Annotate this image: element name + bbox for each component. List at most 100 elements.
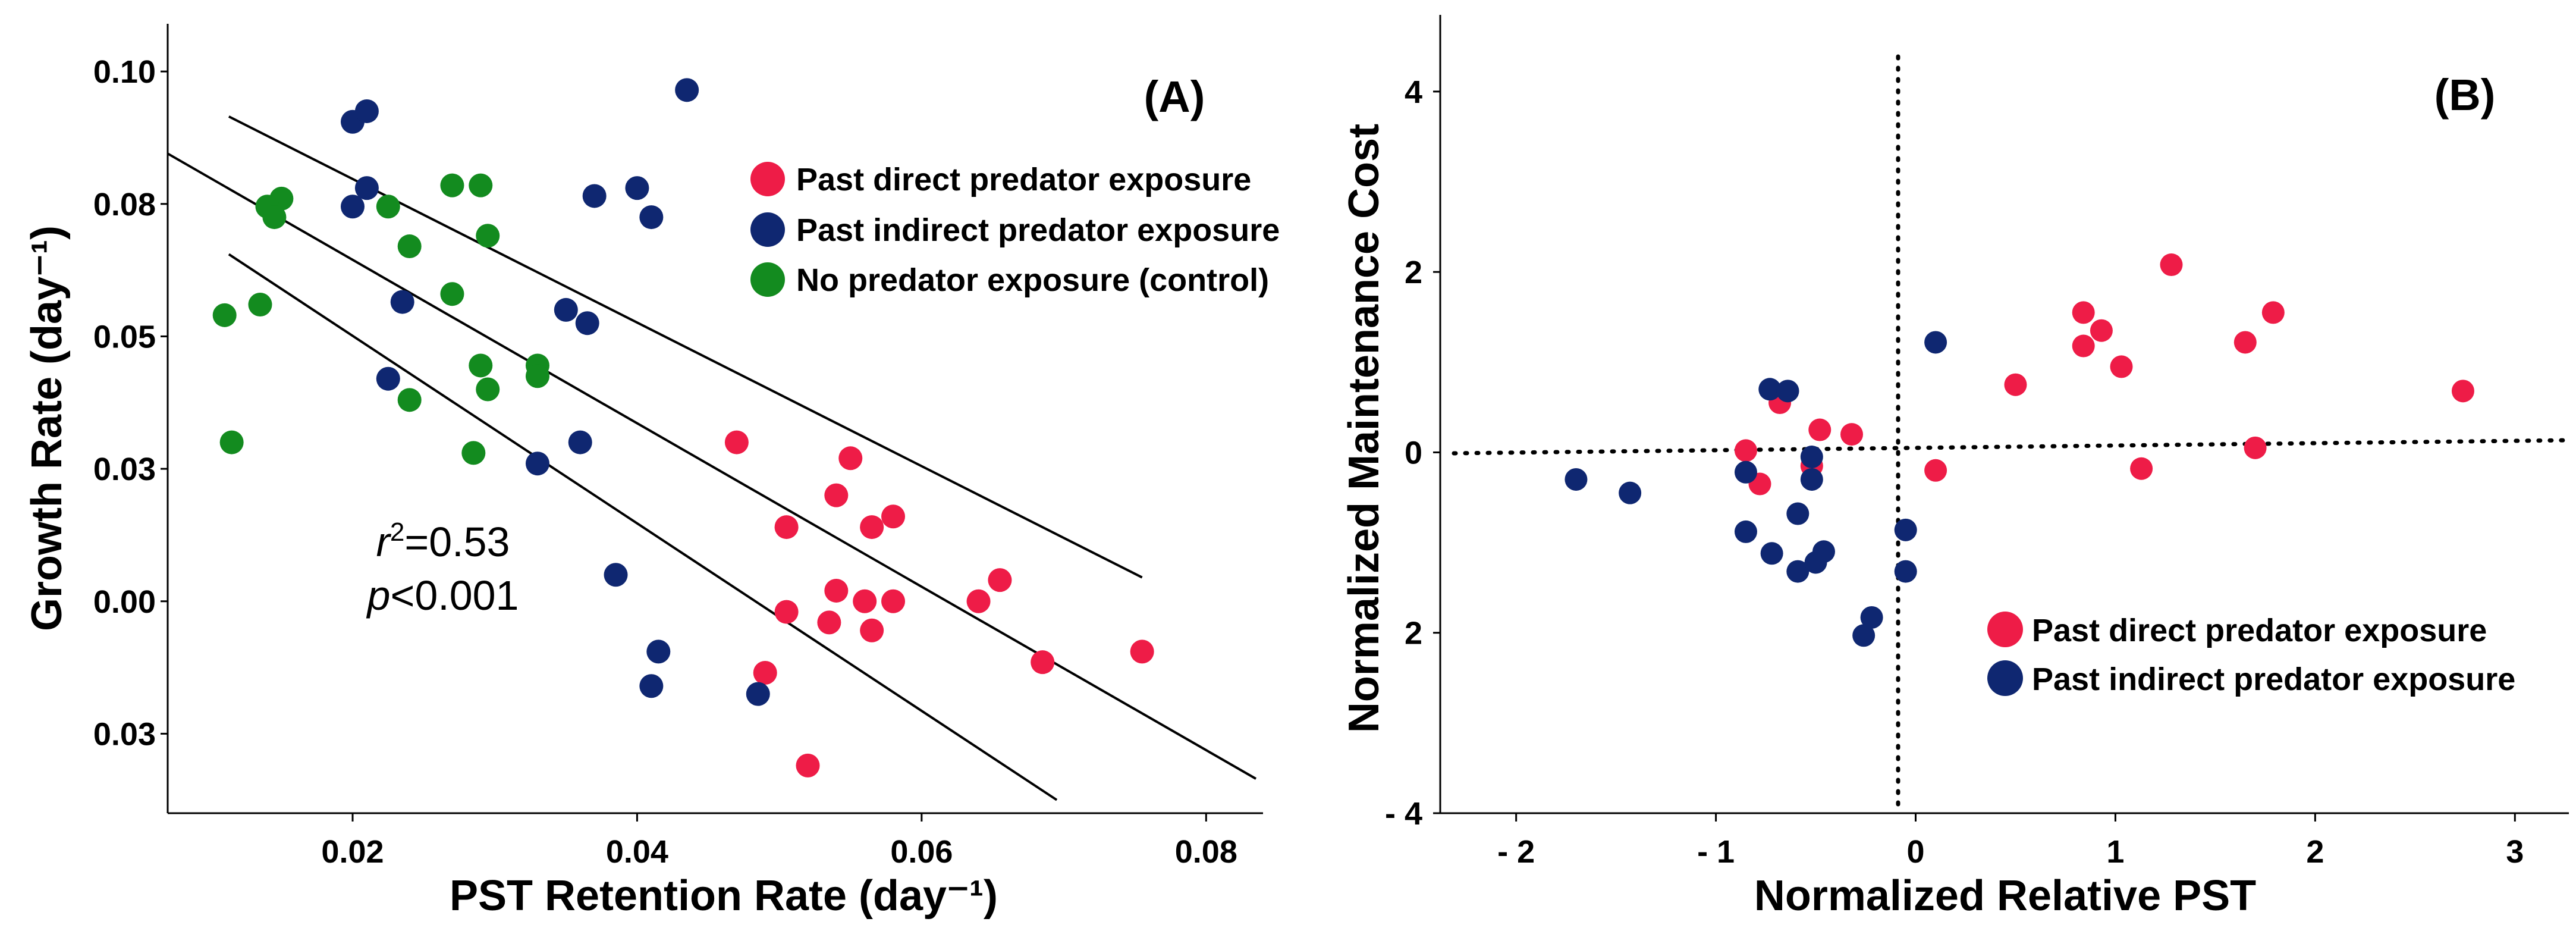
panel-b-point-direct bbox=[2160, 253, 2183, 277]
panel-b-point-indirect bbox=[1812, 540, 1835, 563]
panel-a-point-indirect bbox=[568, 430, 592, 454]
panel-a-legend: Past direct predator exposure Past indir… bbox=[750, 162, 1280, 298]
panel-b-x-tick-label: 2 bbox=[2306, 834, 2324, 870]
panel-a-regression-line bbox=[228, 115, 1143, 579]
panel-a-point-direct bbox=[860, 618, 884, 642]
panel-b-x-tick-label: 1 bbox=[2106, 834, 2124, 870]
panel-b-y-tick-label: 2 bbox=[1405, 255, 1422, 290]
panel-b-point-indirect bbox=[1565, 468, 1588, 491]
r2-value: =0.53 bbox=[404, 519, 510, 565]
panel-a-point-indirect bbox=[390, 290, 414, 314]
panel-a-p-annotation: p<0.001 bbox=[366, 572, 519, 619]
panel-a-x-tick-label: 0.06 bbox=[890, 834, 953, 870]
panel-a-point-direct bbox=[853, 589, 877, 613]
legend-a-direct-marker bbox=[750, 162, 785, 196]
r-superscript: 2 bbox=[390, 518, 404, 547]
legend-b-direct-label: Past direct predator exposure bbox=[2032, 613, 2487, 648]
legend-a-indirect-marker bbox=[750, 212, 785, 247]
panel-a-y-tick-label: 0.03 bbox=[93, 452, 156, 487]
panel-b-point-direct bbox=[1840, 423, 1864, 446]
panel-a-point-direct bbox=[881, 504, 906, 529]
panel-a-point-indirect bbox=[639, 674, 664, 698]
panel-b-point-indirect bbox=[1894, 560, 1917, 583]
panel-b-point-direct bbox=[2244, 436, 2267, 459]
panel-a-point-direct bbox=[1130, 639, 1154, 664]
panel-a-point-direct bbox=[824, 483, 849, 507]
panel-a-y-tick-label: 0.05 bbox=[93, 319, 156, 355]
panel-a-point-control bbox=[461, 441, 486, 465]
panel-b-point-indirect bbox=[1800, 446, 1823, 469]
panel-a-point-direct bbox=[860, 515, 884, 540]
panel-b-point-indirect bbox=[1734, 520, 1757, 543]
panel-a-point-control bbox=[476, 377, 500, 402]
panel-a-point-indirect bbox=[675, 78, 699, 102]
panel-b-legend: Past direct predator exposure Past indir… bbox=[1987, 612, 2515, 697]
panel-b-label: (B) bbox=[2434, 70, 2496, 120]
panel-b-point-direct bbox=[2004, 373, 2027, 396]
r-symbol: r bbox=[376, 519, 392, 565]
panel-a-point-control bbox=[219, 430, 244, 454]
panel-a-point-direct bbox=[817, 610, 841, 635]
panel-a-x-tick-label: 0.08 bbox=[1175, 834, 1237, 870]
panel-a-label: (A) bbox=[1144, 72, 1205, 121]
panel-b-point-direct bbox=[1734, 439, 1757, 462]
legend-b-indirect-label: Past indirect predator exposure bbox=[2032, 661, 2515, 697]
panel-a-point-control bbox=[248, 293, 272, 317]
panel-a-point-direct bbox=[774, 515, 799, 540]
panel-a-point-indirect bbox=[354, 176, 379, 200]
panel-a-x-axis-title: PST Retention Rate (day⁻¹) bbox=[450, 872, 998, 920]
panel-b-y-tick-label: - 4 bbox=[1385, 796, 1422, 832]
panel-b-point-indirect bbox=[1786, 502, 1810, 525]
panel-b-y-tick-label: 0 bbox=[1405, 435, 1422, 471]
panel-b-point-indirect bbox=[1786, 560, 1810, 583]
panel-b-point-direct bbox=[2090, 319, 2113, 342]
panel-b-y-tick-label: 4 bbox=[1405, 74, 1422, 110]
panel-a-point-control bbox=[525, 364, 549, 388]
panel-b-x-tick-label: - 2 bbox=[1497, 834, 1535, 870]
legend-a-indirect-label: Past indirect predator exposure bbox=[796, 212, 1280, 248]
panel-b-x-tick-label: 3 bbox=[2506, 834, 2524, 870]
panel-b-point-indirect bbox=[1924, 331, 1947, 354]
panel-b-point-direct bbox=[2233, 331, 2257, 354]
p-value: <0.001 bbox=[390, 572, 519, 619]
panel-a-point-indirect bbox=[639, 205, 664, 230]
panel-a-point-control bbox=[440, 282, 464, 306]
panel-b-scatter: - 2 - 1 0 1 2 3 - 4 2 0 2 4 (B) Past direct predat… bbox=[1340, 15, 2571, 920]
panel-b-point-indirect bbox=[1758, 378, 1782, 401]
panel-a-point-indirect bbox=[575, 311, 599, 336]
panel-b-point-direct bbox=[2261, 301, 2285, 324]
panel-a-scatter: 0.02 0.04 0.06 0.08 0.03 0.00 0.03 0.05 0.08 0.10… bbox=[23, 24, 1280, 920]
panel-b-point-indirect bbox=[1852, 624, 1876, 647]
panel-b-point-indirect bbox=[1776, 380, 1799, 403]
panel-a-point-control bbox=[397, 234, 422, 259]
panel-a-y-tick-label: 0.08 bbox=[93, 187, 156, 222]
panel-b-y-axis-title: Normalized Maintenance Cost bbox=[1340, 124, 1388, 733]
panel-a-y-axis-title: Growth Rate (day⁻¹) bbox=[23, 225, 71, 631]
panel-a-point-direct bbox=[881, 589, 906, 613]
panel-a-point-direct bbox=[774, 600, 799, 624]
legend-b-direct-marker bbox=[1987, 612, 2023, 647]
panel-b-point-indirect bbox=[1734, 460, 1757, 484]
panel-a-r2-annotation: r2=0.53 bbox=[376, 518, 510, 565]
panel-a-regression-line bbox=[167, 152, 1257, 780]
panel-b-point-direct bbox=[2451, 380, 2474, 403]
panel-a-x-tick-label: 0.04 bbox=[606, 834, 668, 870]
panel-b-point-direct bbox=[1808, 418, 1832, 441]
panel-a-point-indirect bbox=[604, 563, 628, 587]
panel-b-point-indirect bbox=[1760, 542, 1783, 565]
panel-b-point-indirect bbox=[1800, 468, 1823, 491]
panel-b-point-indirect bbox=[1894, 518, 1917, 541]
panel-b-point-direct bbox=[1924, 459, 1947, 482]
panel-a-point-direct bbox=[753, 660, 777, 685]
legend-a-direct-label: Past direct predator exposure bbox=[796, 162, 1251, 197]
panel-b-point-indirect bbox=[1619, 481, 1642, 504]
legend-b-indirect-marker bbox=[1987, 660, 2023, 696]
panel-b-horizontal-zero-line bbox=[1452, 438, 2571, 456]
panel-a-y-tick-label: 0.03 bbox=[93, 716, 156, 752]
panel-a-point-indirect bbox=[582, 184, 607, 208]
p-symbol: p bbox=[366, 572, 391, 619]
panel-a-point-control bbox=[376, 195, 400, 219]
panel-b-point-direct bbox=[2072, 334, 2095, 358]
panel-a-point-direct bbox=[966, 589, 991, 613]
panel-a-point-indirect bbox=[340, 195, 365, 219]
